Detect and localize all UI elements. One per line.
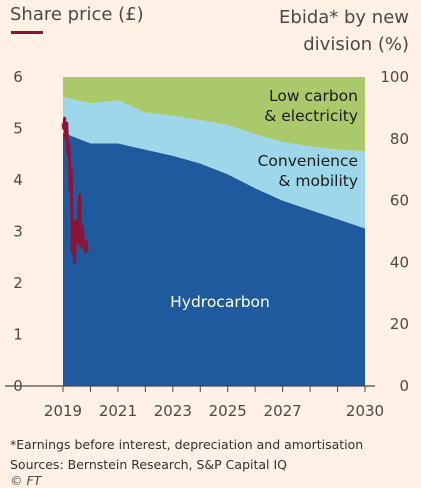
right-axis-tick-label: 20 (390, 315, 409, 333)
area-hydrocarbon (63, 132, 365, 386)
left-axis-tick-label: 2 (13, 274, 23, 292)
left-axis-tick-label: 3 (13, 223, 23, 241)
right-axis-tick-label: 40 (390, 253, 409, 271)
ft-credit: © FT (10, 473, 42, 488)
area-label-hydrocarbon: Hydrocarbon (170, 293, 270, 311)
right-axis-tick-label: 0 (399, 377, 409, 395)
area-convenience-mobility (63, 97, 365, 229)
area-low-carbon-electricity (63, 77, 365, 152)
left-axis-tick-label: 6 (13, 68, 23, 86)
x-tick-label: 2025 (209, 402, 247, 420)
x-tick-label: 2021 (99, 402, 137, 420)
area-label-convenience-mobility: Convenience (258, 152, 358, 170)
right-axis-title-line-1: Ebida* by new (279, 7, 409, 28)
left-axis-tick-label: 4 (13, 171, 23, 189)
right-axis-title: Ebida* by new division (%) (239, 4, 409, 58)
left-axis-tick-label: 1 (13, 326, 23, 344)
area-label-low-carbon-electricity: & electricity (264, 107, 358, 125)
area-label-low-carbon-electricity: Low carbon (269, 87, 358, 105)
footnote: *Earnings before interest, depreciation … (10, 437, 364, 452)
left-axis-tick-label: 5 (13, 120, 23, 138)
x-tick-label: 2027 (264, 402, 302, 420)
sources-note: Sources: Bernstein Research, S&P Capital… (10, 457, 288, 472)
left-axis-tick-label: 0 (13, 377, 23, 395)
x-tick-label: 2019 (44, 402, 82, 420)
share-price-legend-swatch (11, 31, 43, 34)
area-label-convenience-mobility: & mobility (278, 172, 358, 190)
right-axis-tick-label: 80 (390, 130, 409, 148)
right-axis-tick-label: 60 (390, 192, 409, 210)
area-chart: 2019 2021 2023 2025 2027 20300123456020406080… (5, 68, 409, 420)
left-axis-title: Share price (£) (10, 4, 144, 25)
x-tick-label: 2023 (154, 402, 192, 420)
right-axis-tick-label: 100 (380, 68, 409, 86)
x-tick-label: 2030 (346, 402, 384, 420)
right-axis-title-line-2: division (%) (303, 34, 409, 55)
share-price-line (61, 116, 89, 264)
